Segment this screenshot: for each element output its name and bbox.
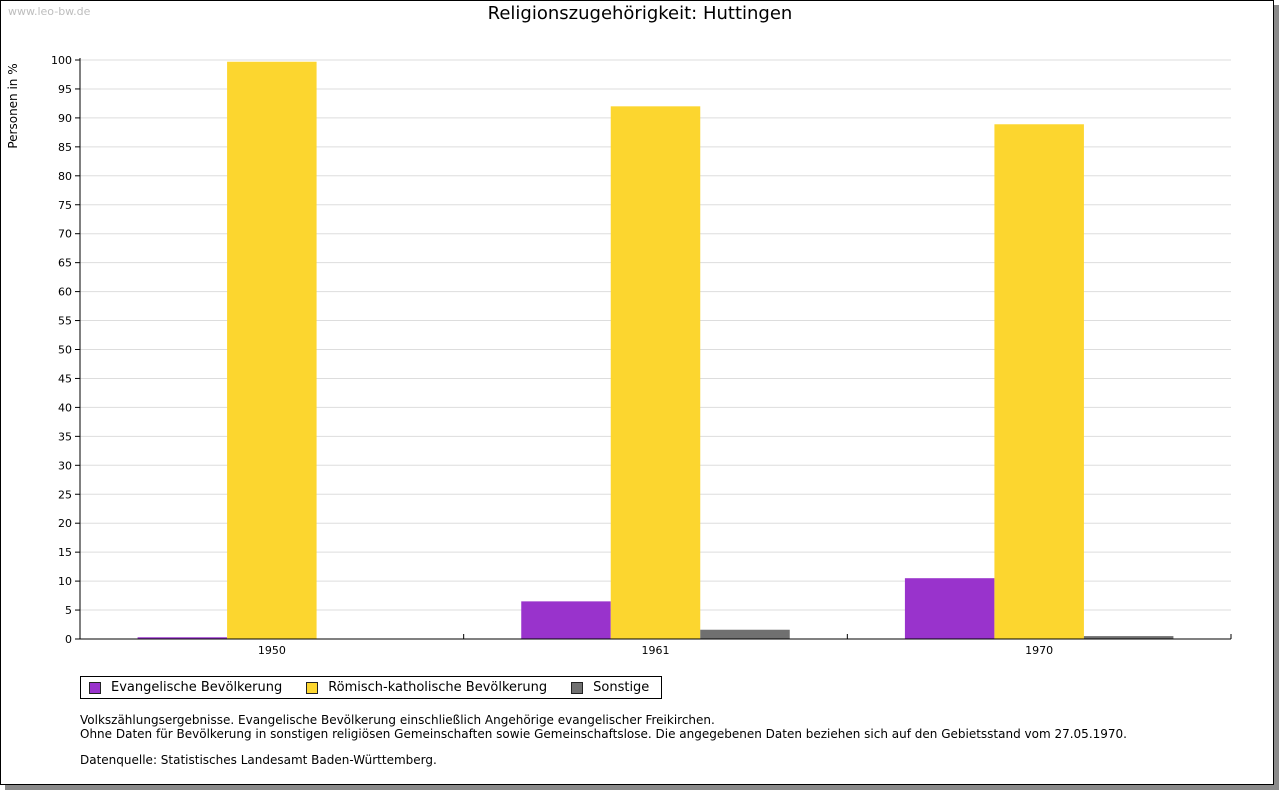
legend-swatch-katholisch — [306, 681, 319, 694]
legend-label-sonstige: Sonstige — [593, 680, 650, 695]
y-tick-label: 5 — [65, 604, 72, 617]
y-tick-label: 0 — [65, 633, 72, 646]
bar-1970-katholisch — [994, 124, 1084, 640]
y-tick-label: 40 — [58, 401, 72, 414]
y-tick-label: 30 — [58, 459, 72, 472]
y-tick-label: 55 — [58, 315, 72, 328]
y-tick-label: 45 — [58, 372, 72, 385]
y-tick-label: 60 — [58, 286, 72, 299]
bar-1950-katholisch — [227, 61, 317, 639]
bar-1961-katholisch — [610, 106, 701, 639]
x-tick-label: 1970 — [1025, 644, 1053, 657]
y-tick-label: 75 — [58, 199, 72, 212]
x-tick-label: 1961 — [642, 644, 670, 657]
legend-label-katholisch: Römisch-katholische Bevölkerung — [328, 680, 548, 695]
y-tick-label: 15 — [58, 546, 72, 559]
legend-label-evangelisch: Evangelische Bevölkerung — [111, 680, 283, 695]
bar-1950-evangelisch — [137, 637, 228, 639]
note-line-1: Volkszählungsergebnisse. Evangelische Be… — [80, 713, 715, 727]
chart-notes: Volkszählungsergebnisse. Evangelische Be… — [80, 713, 1127, 767]
note-line-2: Ohne Daten für Bevölkerung in sonstigen … — [80, 727, 1127, 741]
y-tick-label: 25 — [58, 488, 72, 501]
chart-title: Religionszugehörigkeit: Huttingen — [487, 3, 793, 24]
bar-1970-evangelisch — [904, 578, 995, 639]
bar-1961-sonstige — [700, 629, 790, 639]
data-source: Datenquelle: Statistisches Landesamt Bad… — [80, 753, 437, 767]
x-tick-label: 1950 — [258, 644, 286, 657]
legend-swatch-sonstige — [571, 681, 584, 694]
watermark: www.leo-bw.de — [8, 5, 91, 18]
y-tick-label: 85 — [58, 141, 72, 154]
bar-1970-sonstige — [1083, 636, 1174, 639]
y-tick-label: 20 — [58, 517, 72, 530]
y-tick-label: 70 — [58, 228, 72, 241]
y-tick-label: 50 — [58, 344, 72, 357]
bar-1961-evangelisch — [521, 601, 611, 639]
y-tick-label: 10 — [58, 575, 72, 588]
y-tick-label: 95 — [58, 83, 72, 96]
y-tick-label: 35 — [58, 430, 72, 443]
legend-swatch-evangelisch — [89, 681, 101, 694]
y-tick-label: 100 — [51, 54, 72, 67]
y-tick-label: 65 — [58, 257, 72, 270]
y-tick-label: 90 — [58, 112, 72, 125]
legend-item-katholisch: Römisch-katholische Bevölkerung — [306, 680, 547, 695]
legend-item-sonstige: Sonstige — [571, 680, 649, 695]
y-tick-label: 80 — [58, 170, 72, 183]
legend-item-evangelisch: Evangelische Bevölkerung — [89, 680, 282, 695]
legend: Evangelische Bevölkerung Römisch-katholi… — [80, 676, 663, 699]
